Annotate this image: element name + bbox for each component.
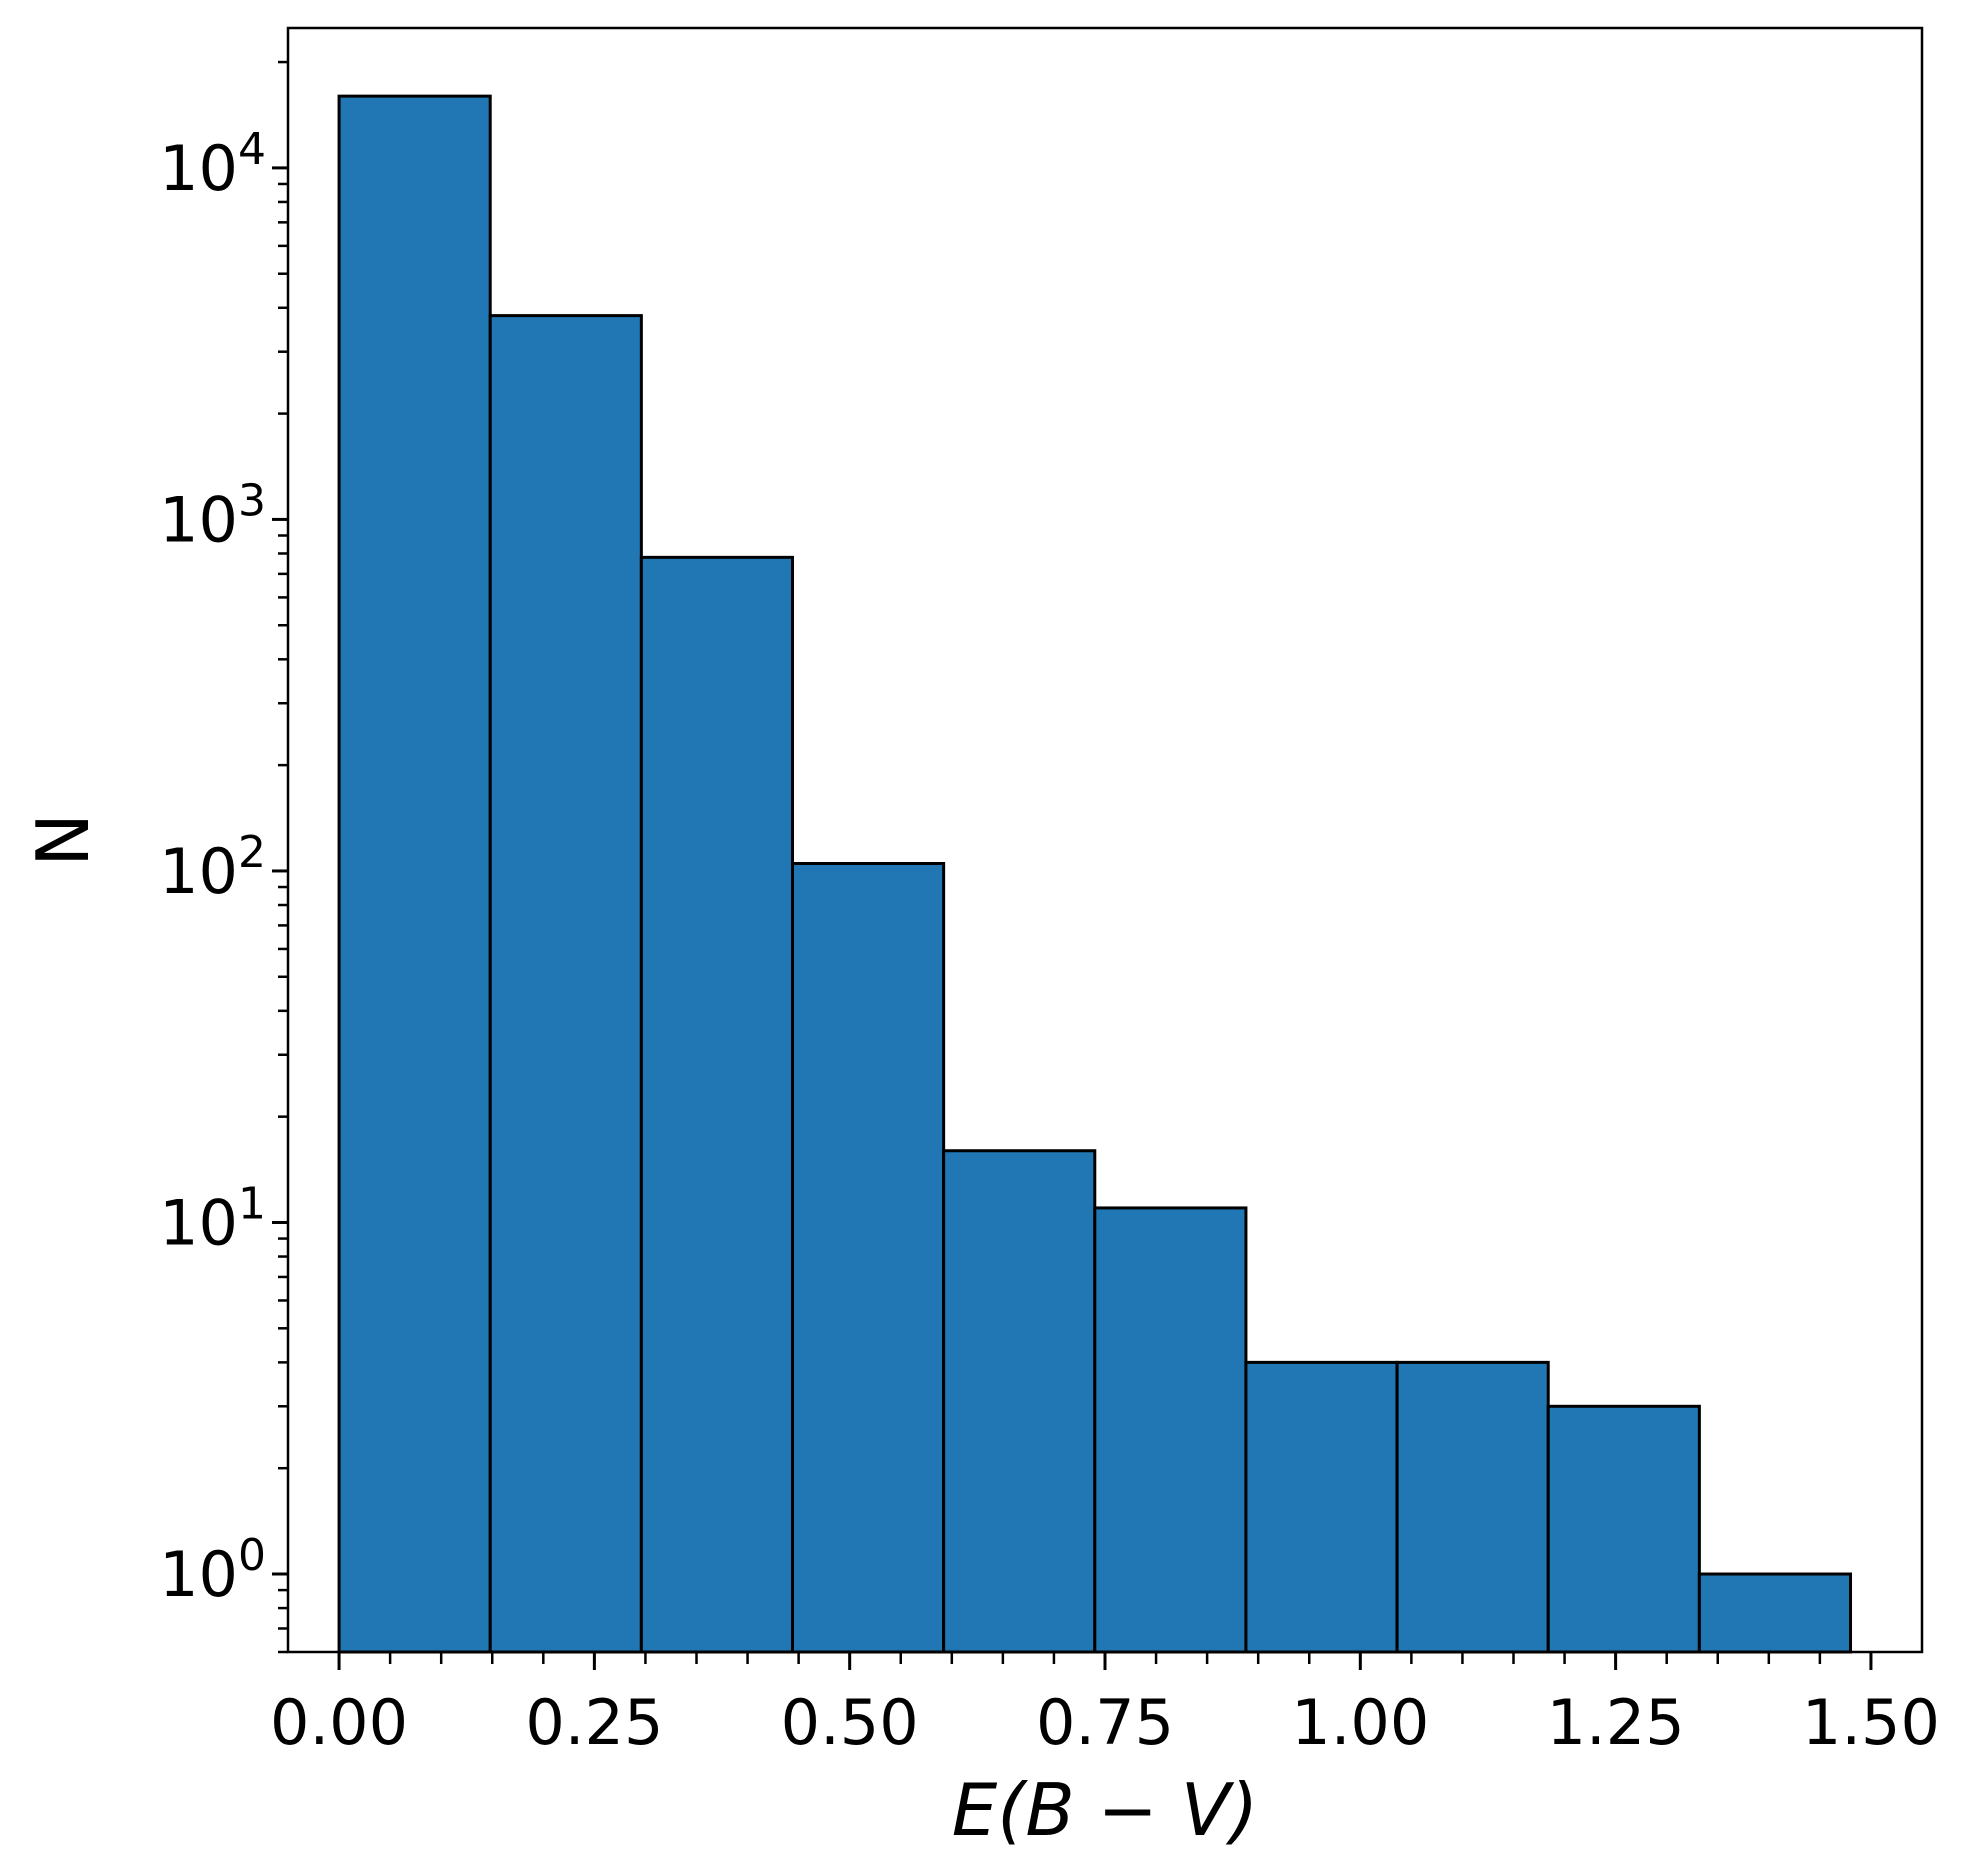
x-tick-label: 0.75 bbox=[1036, 1686, 1174, 1759]
x-tick-label: 1.50 bbox=[1802, 1686, 1940, 1759]
histogram-bar bbox=[639, 555, 794, 1654]
y-axis-title: N bbox=[21, 813, 105, 867]
x-tick-label: 0.50 bbox=[781, 1686, 919, 1759]
histogram-bar bbox=[942, 1149, 1097, 1654]
y-tick-label: 104 bbox=[159, 124, 266, 205]
x-tick-label: 1.25 bbox=[1547, 1686, 1685, 1759]
x-axis: 0.00 0.25 0.50 0.75 1.00 1.25 1.50 bbox=[270, 1652, 1940, 1759]
histogram-bar bbox=[1395, 1360, 1550, 1654]
y-tick-label: 102 bbox=[159, 827, 266, 908]
x-tick-label: 1.00 bbox=[1291, 1686, 1429, 1759]
histogram-bar bbox=[1697, 1572, 1853, 1654]
histogram-bar bbox=[337, 94, 492, 1654]
x-axis-title: E(B − V) bbox=[952, 1768, 1258, 1852]
y-axis: 100 101 102 103 104 bbox=[159, 60, 288, 1654]
histogram-bar bbox=[488, 314, 643, 1654]
histogram-bar bbox=[1093, 1206, 1248, 1654]
y-tick-label: 103 bbox=[159, 475, 266, 556]
histogram-bars bbox=[337, 94, 1853, 1654]
histogram-bar bbox=[790, 862, 946, 1654]
histogram-bar bbox=[1546, 1404, 1701, 1654]
x-tick-label: 0.00 bbox=[270, 1686, 408, 1759]
y-tick-label: 101 bbox=[159, 1178, 266, 1259]
x-tick-label: 0.25 bbox=[525, 1686, 663, 1759]
histogram-bar bbox=[1244, 1360, 1399, 1654]
y-tick-label: 100 bbox=[159, 1530, 266, 1611]
